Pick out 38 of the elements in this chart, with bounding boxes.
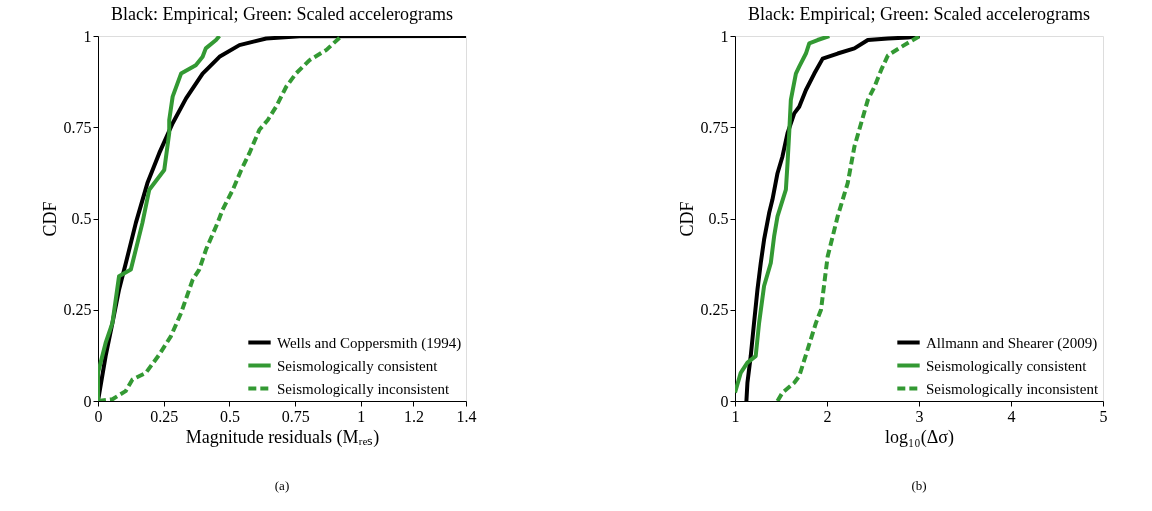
legend-label: Allmann and Shearer (2009) — [926, 334, 1098, 352]
legend-label: Seismologically inconsistent — [926, 380, 1099, 397]
legend-label: Wells and Coppersmith (1994) — [277, 334, 462, 352]
y-tick-label: 0 — [720, 392, 729, 410]
text: (b) — [911, 478, 927, 493]
y-axis-title: CDF — [39, 201, 60, 237]
y-tick-label: 1 — [720, 27, 729, 45]
x-tick-label: 1.2 — [403, 407, 424, 425]
x-tick-label: 0.5 — [219, 407, 240, 425]
x-axis-title: log₁₀(Δσ) — [885, 426, 954, 448]
legend-label: Seismologically consistent — [926, 357, 1088, 374]
x-tick-label: 0 — [94, 407, 103, 425]
x-tick-label: 4 — [1007, 407, 1016, 425]
text: (a) — [274, 478, 290, 493]
x-tick-label: 0.75 — [281, 407, 310, 425]
y-tick-label: 0.75 — [63, 118, 92, 136]
x-tick-label: 5 — [1099, 407, 1108, 425]
y-tick-label: 0 — [83, 392, 92, 410]
line-series — [735, 36, 832, 395]
x-axis-title: Magnitude residuals (Mᵣₑₛ) — [185, 426, 380, 448]
chart-title: Black: Empirical; Green: Scaled accelerograms — [748, 4, 1090, 24]
legend-label: Seismologically consistent — [277, 357, 439, 374]
x-tick-label: 1.4 — [456, 407, 477, 425]
y-tick-label: 0.25 — [63, 301, 92, 319]
y-tick-label: 0.5 — [71, 210, 92, 227]
x-tick-label: 1 — [357, 407, 366, 425]
x-tick-label: 2 — [823, 407, 832, 425]
y-tick-label: 0.5 — [708, 210, 729, 227]
x-tick-label: 1 — [731, 407, 740, 425]
y-tick-label: 1 — [83, 27, 92, 45]
x-tick-label: 0.25 — [150, 407, 179, 425]
chart-title: Black: Empirical; Green: Scaled accelerograms — [111, 4, 453, 24]
x-tick-label: 3 — [915, 407, 924, 425]
line-series — [775, 36, 922, 401]
y-axis-title: CDF — [676, 201, 697, 237]
legend-label: Seismologically inconsistent — [277, 380, 450, 397]
y-tick-label: 0.75 — [700, 118, 729, 136]
y-tick-label: 0.25 — [700, 301, 729, 319]
